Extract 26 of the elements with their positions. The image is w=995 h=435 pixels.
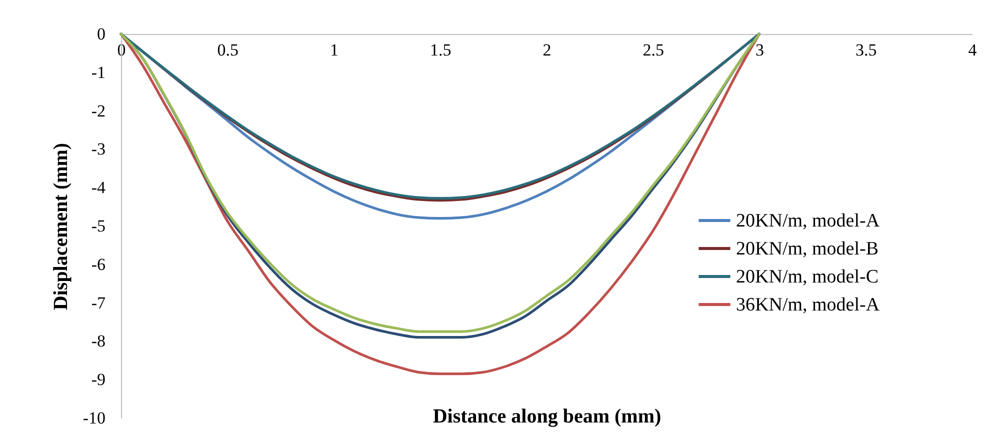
y-tick-label: -1 [91, 62, 106, 82]
legend-label: 36KN/m, model-A [736, 294, 880, 316]
y-tick-label: -7 [91, 293, 106, 312]
y-tick-label: -2 [91, 101, 106, 120]
x-tick-label: 3.5 [856, 40, 877, 60]
x-tick-label: 3 [756, 40, 764, 60]
x-tick-label: 2.5 [642, 40, 664, 60]
x-tick-label: 1 [330, 40, 338, 60]
y-tick-label: -9 [91, 370, 106, 390]
y-tick-label: -5 [91, 216, 106, 236]
legend-label: 20KN/m, model-C [736, 266, 878, 288]
legend-label: 20KN/m, model-B [736, 238, 878, 260]
y-tick-label: -10 [82, 408, 106, 428]
x-axis-title: Distance along beam (mm) [432, 406, 662, 428]
x-tick-label: 2 [542, 40, 552, 60]
y-axis-title: Displacement (mm) [50, 142, 72, 310]
y-tick-label: -8 [91, 332, 106, 351]
y-tick-label: -6 [91, 254, 106, 274]
y-tick-label: -4 [91, 178, 106, 198]
x-tick-label: 4 [968, 40, 978, 60]
y-tick-label: -3 [91, 140, 106, 159]
y-tick-label: 0 [97, 24, 106, 44]
legend-label: 20KN/m, model-A [736, 210, 880, 232]
x-tick-label: 1.5 [430, 40, 452, 60]
x-tick-label: 0.5 [217, 40, 238, 60]
x-tick-label: 0 [117, 40, 126, 60]
